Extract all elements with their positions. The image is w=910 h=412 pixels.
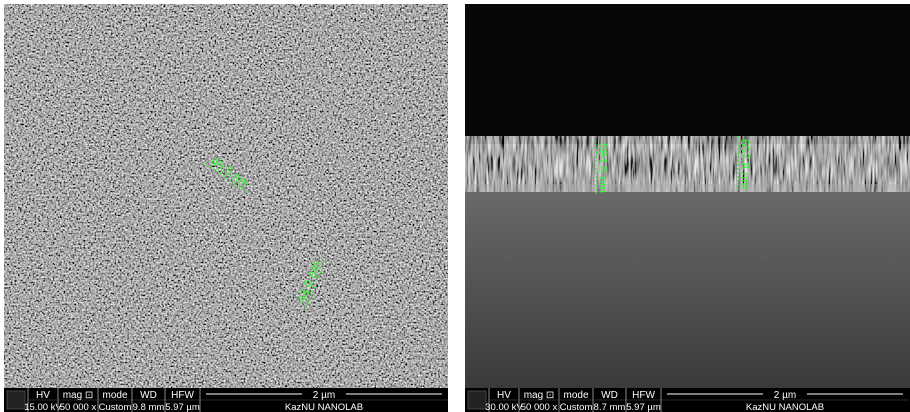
nanowire-texture xyxy=(4,4,448,388)
logo xyxy=(467,390,487,410)
databar-header: mag ⊡ xyxy=(524,390,555,401)
databar-header: WD xyxy=(601,390,618,401)
databar-header: mode xyxy=(102,390,127,401)
measurement: 594.5 nm xyxy=(595,140,610,196)
databar-value: 5.97 µm xyxy=(165,402,200,412)
measurement-label: 652.8 nm xyxy=(738,139,752,189)
databar-header: 2 µm xyxy=(774,390,796,401)
interface xyxy=(465,184,910,192)
databar-value: 5.97 µm xyxy=(626,402,661,412)
databar-header: WD xyxy=(140,390,157,401)
databar-value: 50 000 x xyxy=(521,402,558,412)
databar-header: HFW xyxy=(171,390,194,401)
substrate xyxy=(465,190,910,388)
scale-label-bg xyxy=(763,388,807,399)
databar-value: Custom xyxy=(560,402,593,412)
databar-value: KazNU NANOLAB xyxy=(746,402,824,412)
databar-header: HFW xyxy=(632,390,655,401)
logo xyxy=(6,390,26,410)
measurement-label: 594.5 nm xyxy=(596,143,610,193)
databar-header: mode xyxy=(563,390,588,401)
databar-value: 8.7 mm xyxy=(594,402,626,412)
databar-header: mag ⊡ xyxy=(63,390,94,401)
databar-value: 50 000 x xyxy=(60,402,97,412)
nanowire-texture xyxy=(465,136,910,192)
databar-value: Custom xyxy=(99,402,132,412)
measure-line xyxy=(202,161,250,195)
databar-value: 30.00 kV xyxy=(485,402,523,412)
scale-label-bg xyxy=(302,388,346,399)
databar-header: HV xyxy=(497,390,511,401)
databar-value: 15.00 kV xyxy=(24,402,62,412)
databar-header: HV xyxy=(36,390,50,401)
databar-value: KazNU NANOLAB xyxy=(285,402,363,412)
measurement: 652.8 nm xyxy=(737,136,752,192)
databar-header: 2 µm xyxy=(313,390,335,401)
databar-value: 9.8 mm xyxy=(133,402,165,412)
